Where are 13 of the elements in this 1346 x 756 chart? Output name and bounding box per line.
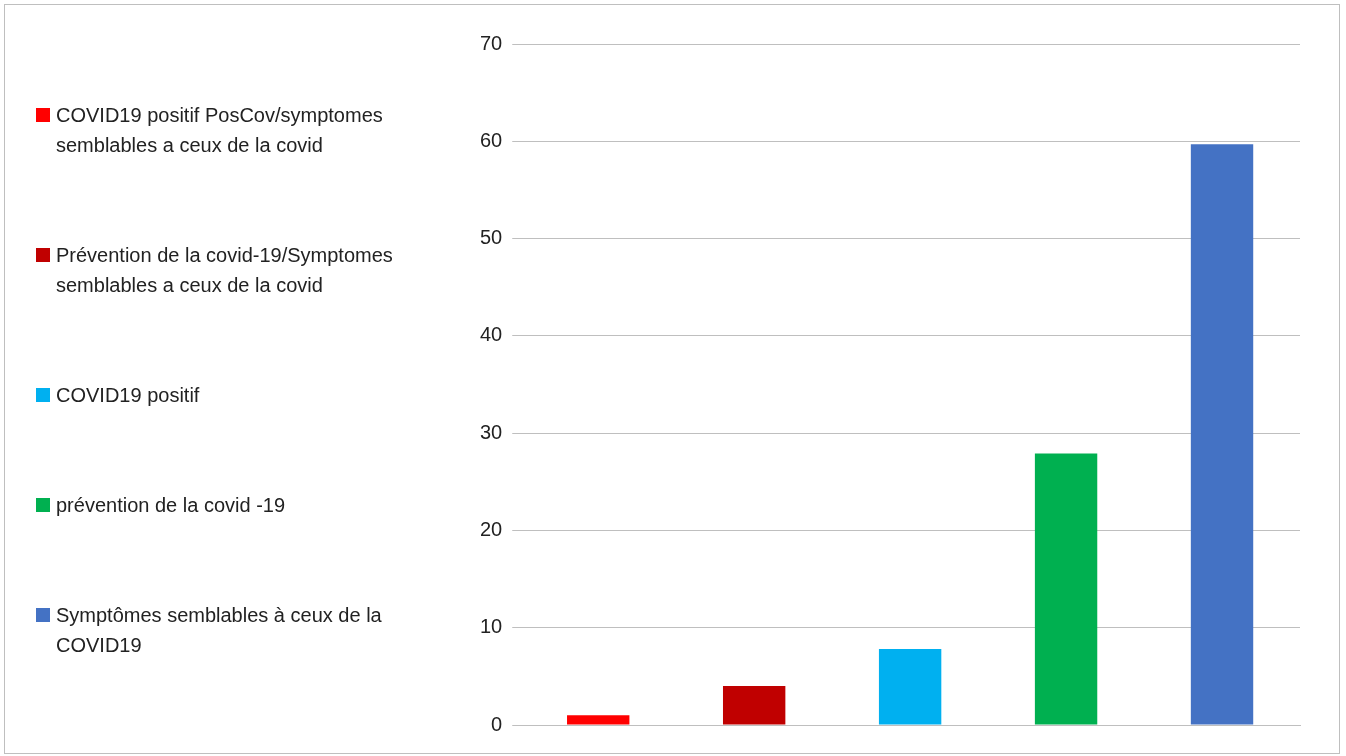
legend-label: COVID19 positif xyxy=(56,383,200,408)
y-tick-label: 70 xyxy=(480,31,503,54)
y-tick-label: 50 xyxy=(480,226,503,249)
y-tick-label: 10 xyxy=(480,615,503,638)
legend-label: COVID19 positif PosCov/symptomes semblables a ceux de la covid xyxy=(56,103,384,158)
y-tick-label: 40 xyxy=(480,323,503,346)
y-tick-label: 20 xyxy=(480,517,503,540)
y-tick-label: 60 xyxy=(480,128,503,151)
legend-label: Prévention de la covid-19/Symptomes semblables a ceux de la covid xyxy=(56,243,394,298)
y-tick-label: 0 xyxy=(491,712,503,735)
legend-label: Symptômes semblables à ceux de la COVID19 xyxy=(56,603,383,658)
y-tick-label: 30 xyxy=(480,420,503,443)
legend-label: prévention de la covid -19 xyxy=(56,493,286,518)
